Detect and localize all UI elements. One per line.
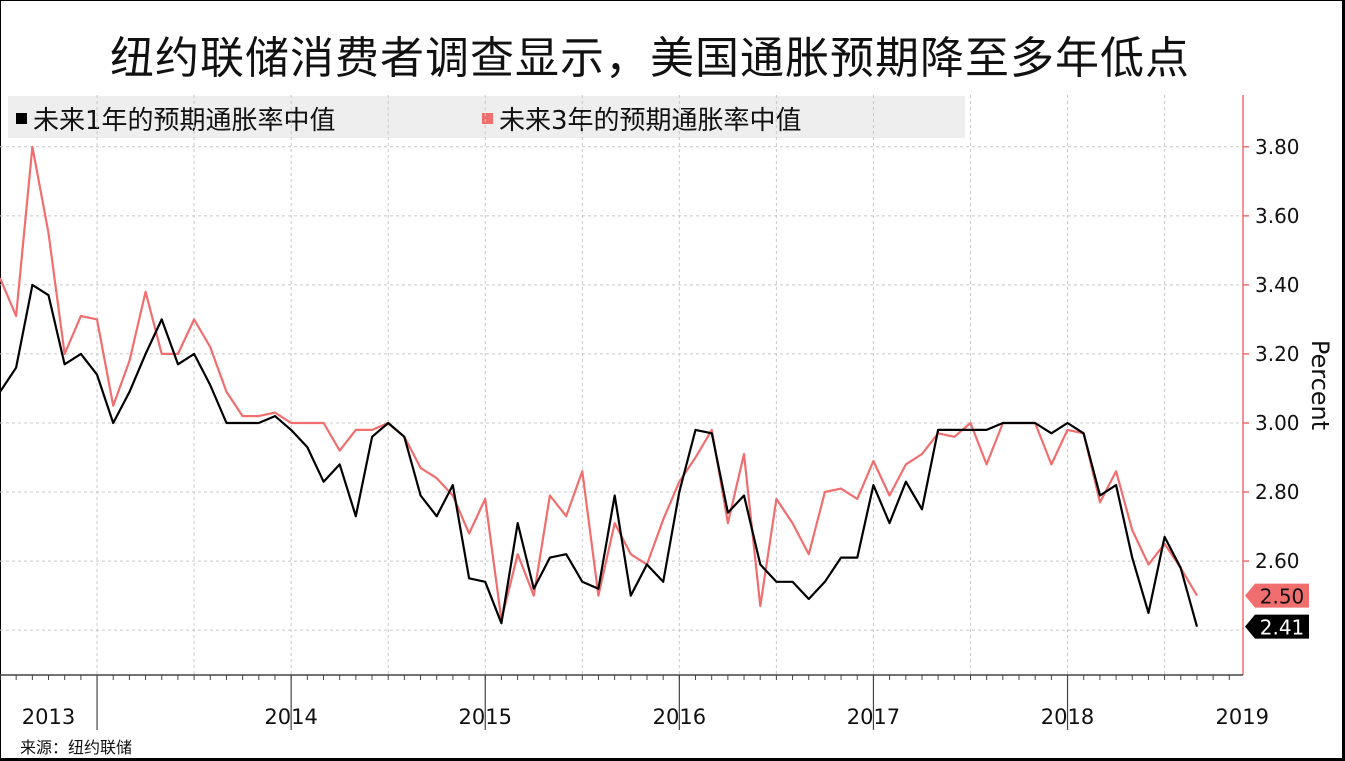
x-tick-label-2016: 2016 [653,705,706,729]
x-tick-label-2019: 2019 [1215,705,1268,729]
end-value-label-3yr: 2.50 [1260,585,1305,609]
y-tick-label-2.80: 2.80 [1255,480,1300,504]
y-tick-label-3.00: 3.00 [1255,411,1300,435]
x-tick-label-2015: 2015 [459,705,512,729]
y-axis-title: Percent [1306,340,1334,430]
series-line-1yr [0,283,1199,627]
legend-label-3yr: 未来3年的预期通胀率中值 [499,106,802,136]
legend-item-3yr: 未来3年的预期通胀率中值 [482,100,802,137]
x-tick-label-2014: 2014 [264,705,317,729]
chart-title: 纽约联储消费者调查显示，美国通胀预期降至多年低点 [110,33,1190,84]
x-tick-label-2017: 2017 [847,705,900,729]
y-tick-label-3.80: 3.80 [1255,135,1300,159]
y-tick-label-2.60: 2.60 [1255,549,1300,573]
end-tag-3yr [1245,583,1309,608]
x-tick-label-2013: 2013 [22,705,75,729]
x-tick-label-2018: 2018 [1041,705,1094,729]
y-tick-label-3.20: 3.20 [1255,342,1300,366]
legend-swatch-3yr [482,113,493,124]
legend-swatch-1yr [16,113,27,124]
series-line-3yr [0,145,1198,621]
source-note: 来源：纽约联储 [20,738,133,757]
legend-item-1yr: 未来1年的预期通胀率中值 [16,100,336,137]
end-tag-1yr [1245,614,1309,639]
y-tick-label-3.40: 3.40 [1255,273,1300,297]
legend-label-1yr: 未来1年的预期通胀率中值 [33,106,336,136]
end-value-label-1yr: 2.41 [1260,616,1305,640]
y-tick-label-3.60: 3.60 [1255,204,1300,228]
